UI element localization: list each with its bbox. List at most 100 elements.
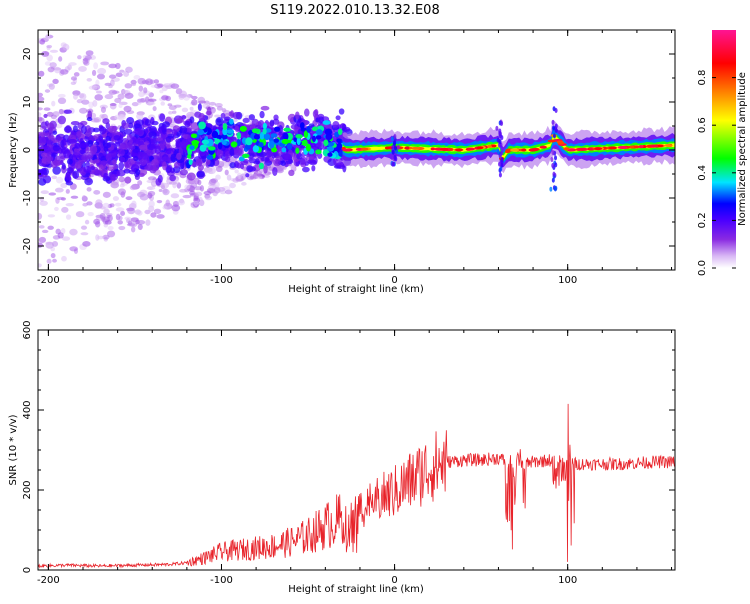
spectrogram-noise-blob <box>59 69 69 75</box>
spectrogram-spike-blob <box>390 136 394 142</box>
spectrogram-noise-blob <box>194 191 203 197</box>
spectrogram-band-blob <box>63 149 71 159</box>
spectrogram-noise-blob <box>52 258 57 263</box>
spectrogram-band-blob <box>306 159 316 164</box>
spectrogram-band-blob <box>124 153 129 159</box>
spectrogram-bright-blob <box>271 147 278 153</box>
spectrogram-band-blob <box>260 156 270 162</box>
spectrogram-noise-blob <box>102 202 110 209</box>
spectrogram-peak-spot <box>360 147 369 151</box>
spectrogram-noise-blob <box>147 186 153 190</box>
spectrogram-noise-blob <box>38 212 43 220</box>
spectrogram-band-blob <box>112 159 117 166</box>
spectrogram-spike-blob <box>499 166 503 172</box>
spectrogram-bright-blob <box>303 130 309 139</box>
spectrogram-band-blob <box>46 155 52 163</box>
spectrogram-bright-blob <box>286 143 293 150</box>
spectrogram-noise-blob <box>52 78 59 85</box>
spectrogram-noise-blob <box>86 187 92 192</box>
spectrogram-noise-blob <box>170 193 180 199</box>
colorbar-tick-label: 0.0 <box>697 260 708 276</box>
spectrogram-noise-blob <box>145 219 151 226</box>
spectrogram-band-blob <box>189 116 195 124</box>
spectrogram-noise-blob <box>111 90 120 94</box>
spectrogram-bright-blob <box>197 129 205 136</box>
spectrogram-y-tick-label: -10 <box>22 190 33 206</box>
spectrogram-noise-blob <box>214 181 220 188</box>
spectrogram-peak-spot <box>649 144 659 148</box>
spectrogram-peak-spot <box>476 146 484 150</box>
spectrogram-noise-blob <box>138 91 145 98</box>
spectrogram-bright-blob <box>296 137 301 146</box>
spectrogram-bright-blob <box>207 146 216 151</box>
spectrogram-noise-blob <box>90 118 100 123</box>
spectrogram-noise-blob <box>95 90 103 94</box>
spectrogram-band-blob <box>45 140 54 145</box>
spectrogram-band-blob <box>311 165 316 172</box>
spectrogram-band-blob <box>59 155 66 161</box>
spectrogram-noise-blob <box>150 212 157 218</box>
spectrogram-noise-blob <box>70 195 79 199</box>
spectrogram-bright-blob <box>269 140 275 149</box>
spectrogram-noise-blob <box>38 236 47 244</box>
spectrogram-noise-blob <box>226 174 232 181</box>
spectrogram-noise-blob <box>51 100 56 107</box>
spectrogram-band-blob <box>83 166 92 173</box>
spectrogram-noise-blob <box>198 100 207 104</box>
spectrogram-band-blob <box>66 167 74 174</box>
spectrogram-noise-blob <box>57 97 67 105</box>
spectrogram-band-blob <box>93 127 100 133</box>
spectrogram-band-blob <box>98 164 104 172</box>
spectrogram-band-blob <box>139 158 147 166</box>
spectrogram-band-blob <box>273 114 279 121</box>
spectrogram-band-blob <box>229 147 235 157</box>
spectrogram-noise-blob <box>119 183 125 188</box>
spectrogram-band-blob <box>74 142 81 150</box>
spectrogram-noise-blob <box>165 199 171 207</box>
spectrogram-noise-blob <box>73 72 80 77</box>
spectrogram-band-blob <box>109 174 118 181</box>
spectrogram-noise-blob <box>47 214 56 218</box>
colorbar-label: Normalized spectral amplitude <box>737 72 748 226</box>
spectrogram-band-blob <box>126 134 133 141</box>
spectrogram-noise-blob <box>78 65 87 72</box>
spectrogram-noise-blob <box>119 69 125 73</box>
spectrogram-noise-blob <box>62 43 70 51</box>
spectrogram-noise-blob <box>75 211 85 218</box>
spectrogram-band-blob <box>302 166 310 173</box>
spectrogram-bright-blob <box>236 138 241 147</box>
spectrogram-band-blob <box>275 159 281 165</box>
spectrogram-noise-blob <box>162 188 168 194</box>
spectrogram-band-blob <box>159 139 167 149</box>
spectrogram-bright-blob <box>281 139 290 145</box>
spectrogram-peak-spot <box>384 146 390 150</box>
spectrogram-noise-blob <box>168 181 178 185</box>
spectrogram-noise-blob <box>114 202 122 207</box>
spectrogram-spike-blob <box>550 157 554 163</box>
spectrogram-spike-blob <box>495 125 499 131</box>
spectrogram-noise-blob <box>91 69 97 77</box>
spectrogram-noise-blob <box>95 199 103 207</box>
spectrogram-noise-blob <box>197 179 202 186</box>
snr-x-tick-label: 100 <box>558 575 577 586</box>
spectrogram-y-axis-label: Frequency (Hz) <box>8 112 19 188</box>
spectrogram-noise-blob <box>207 170 214 174</box>
spectrogram-noise-blob <box>45 241 54 245</box>
spectrogram-noise-blob <box>138 85 144 92</box>
spectrogram-noise-blob <box>118 176 126 183</box>
spectrogram-band-blob <box>304 108 310 117</box>
spectrogram-band-blob <box>248 114 256 121</box>
spectrogram-spike-blob <box>554 123 558 129</box>
spectrogram-band-blob <box>51 152 58 157</box>
spectrogram-band-blob <box>284 153 292 160</box>
colorbar-tick-label: 0.4 <box>697 165 708 181</box>
spectrogram-band-blob <box>186 172 196 181</box>
spectrogram-peak-spot <box>509 148 520 152</box>
spectrogram-x-axis-label: Height of straight line (km) <box>288 284 424 295</box>
spectrogram-noise-blob <box>99 114 105 119</box>
spectrogram-narrowband-inner <box>342 133 675 162</box>
spectrogram-band-blob <box>215 117 224 126</box>
spectrogram-noise-blob <box>94 94 104 101</box>
spectrogram-noise-blob <box>148 101 156 106</box>
